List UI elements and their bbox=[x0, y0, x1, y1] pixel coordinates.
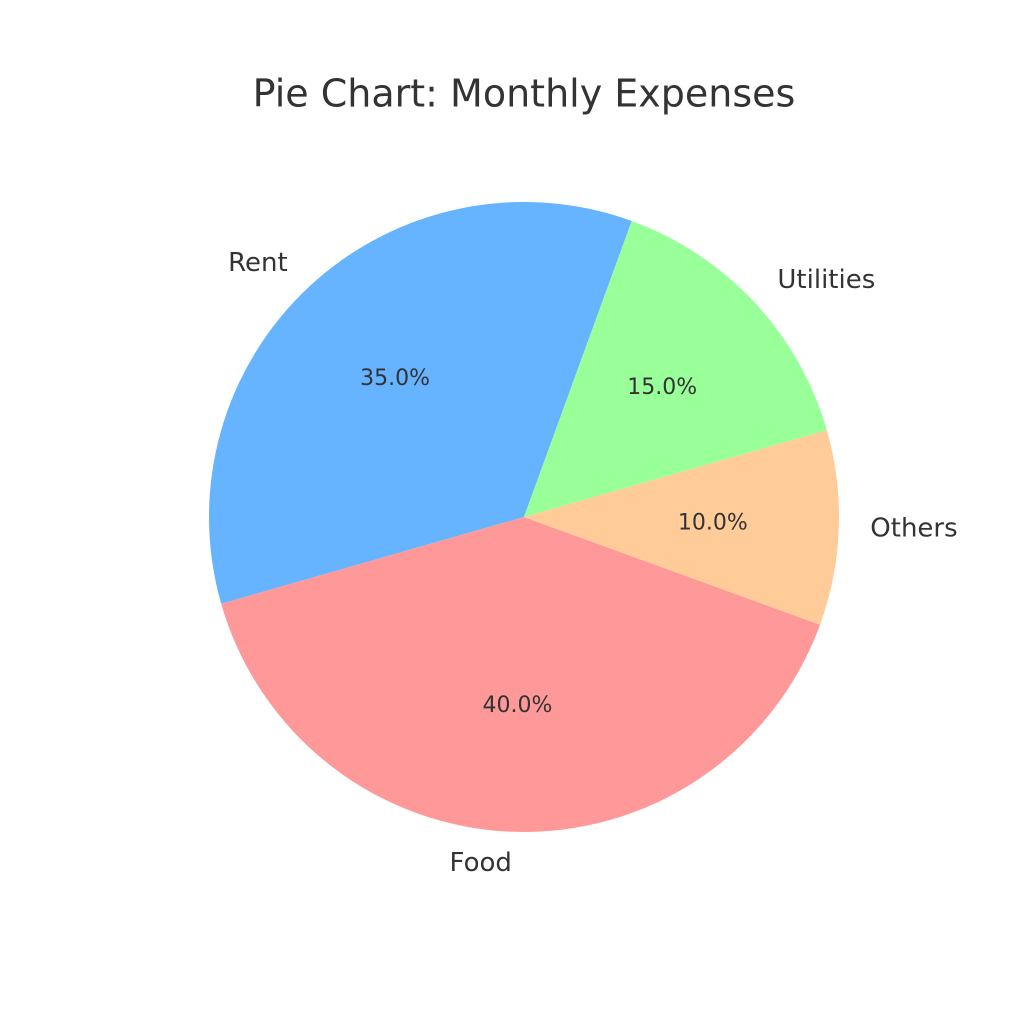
pie-slice-rent bbox=[208, 202, 632, 604]
pie-labels: Rent 35.0% Food 40.0% Others 10.0% Utilities 15… bbox=[228, 248, 958, 878]
pie-slices bbox=[208, 202, 840, 833]
pct-label-food: 40.0% bbox=[482, 693, 552, 718]
pct-label-rent: 35.0% bbox=[360, 366, 430, 391]
pct-label-others: 10.0% bbox=[678, 511, 748, 536]
pie-slice-utilities bbox=[524, 221, 827, 517]
slice-label-others: Others bbox=[870, 514, 957, 544]
slice-label-utilities: Utilities bbox=[777, 265, 875, 295]
pie-slice-others bbox=[524, 430, 840, 625]
chart-title: Pie Chart: Monthly Expenses bbox=[253, 72, 796, 116]
pie-slice-food bbox=[221, 517, 820, 833]
slice-label-rent: Rent bbox=[228, 248, 288, 278]
pct-label-utilities: 15.0% bbox=[627, 375, 697, 400]
slice-label-food: Food bbox=[450, 848, 512, 878]
